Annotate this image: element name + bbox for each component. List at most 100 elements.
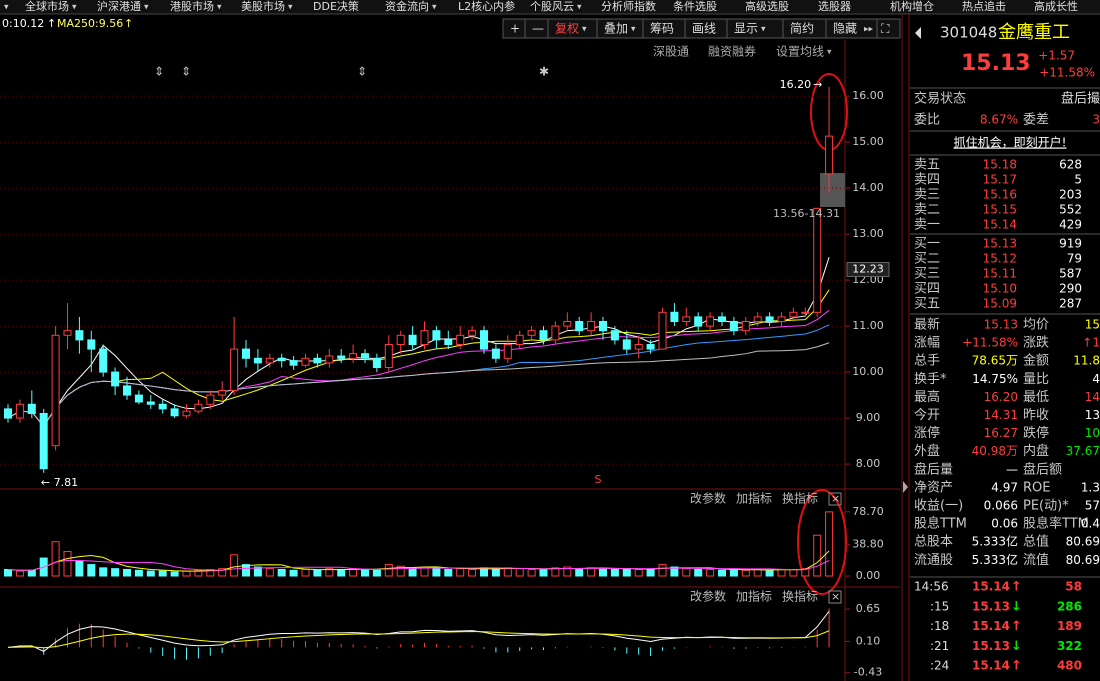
volume-bar: [539, 568, 548, 577]
cursor-price-box: [846, 262, 890, 278]
ma-line: [7, 289, 830, 427]
toolbar-label[interactable]: 简约: [790, 21, 814, 36]
icon: ▾: [288, 3, 293, 13]
menu-item[interactable]: 选股器: [818, 0, 851, 13]
tick-arrow: ↑: [1011, 619, 1022, 634]
indicator-button[interactable]: 加指标: [736, 589, 772, 604]
volume-bar: [622, 568, 631, 577]
volume-bar: [325, 568, 334, 577]
link[interactable]: 深股通: [653, 45, 689, 59]
candle-body: [729, 320, 738, 332]
menu-item[interactable]: 高成长性: [1034, 0, 1078, 13]
marker[interactable]: ⇕: [154, 65, 164, 79]
stat-label: 最低: [1023, 390, 1049, 405]
stat-label: PE(动)*: [1023, 499, 1069, 514]
toolbar-label[interactable]: 隐藏: [833, 22, 857, 36]
stat-label: 涨停: [914, 425, 940, 441]
menu-item[interactable]: 热点追击: [962, 0, 1006, 13]
stat-value: 4.97: [991, 480, 1018, 494]
candle-body: [575, 320, 584, 332]
candle-body: [230, 348, 239, 391]
y-tick-label: -0.43: [854, 666, 882, 679]
close-button[interactable]: [828, 492, 842, 506]
stat-value: 16.27: [984, 426, 1018, 440]
volume-bar: [206, 568, 215, 577]
menu-item[interactable]: 资金流向: [385, 0, 429, 13]
toolbar-label[interactable]: —: [532, 22, 544, 36]
candle-body: [551, 325, 560, 341]
toolbar-label[interactable]: 叠加: [604, 22, 628, 36]
stat-value: 80.69: [1066, 553, 1100, 567]
tick-time: :15: [930, 599, 949, 613]
ma-line: [7, 342, 830, 427]
book-label: 卖三: [914, 188, 940, 203]
indicator-button[interactable]: 改参数: [690, 589, 726, 604]
menu-item[interactable]: 全球市场: [25, 0, 69, 13]
stat-label: 流值: [1023, 552, 1049, 568]
tick-arrow: ↓: [1011, 639, 1022, 654]
menu-item[interactable]: 分析师指数: [601, 0, 656, 13]
link[interactable]: 融资融券: [708, 44, 756, 59]
stat-value: 14.31: [984, 408, 1018, 422]
candle-body: [468, 330, 477, 336]
indicator-button[interactable]: 换指标: [782, 491, 818, 506]
stat-label: 收益(一): [914, 499, 963, 514]
menu-item[interactable]: 条件选股: [673, 0, 717, 13]
volume-bar: [384, 564, 393, 577]
menu-item[interactable]: DDE决策: [313, 0, 359, 13]
icon: ↑: [47, 17, 56, 30]
book-volume: 203: [1059, 188, 1082, 202]
icon: ←: [41, 476, 50, 489]
y-tick-label: 10.00: [852, 365, 884, 378]
close-button[interactable]: [828, 590, 842, 604]
candle-body: [706, 316, 715, 327]
menu-item[interactable]: 港股市场: [170, 0, 214, 13]
stat-label: 今开: [914, 407, 940, 423]
indicator-button[interactable]: 加指标: [736, 491, 772, 506]
indicator-button[interactable]: 改参数: [690, 491, 726, 506]
marker[interactable]: ⇕: [357, 65, 367, 79]
toolbar-button[interactable]: [876, 18, 901, 39]
candle-body: [15, 403, 24, 419]
volume-ma-line: [7, 559, 830, 571]
collapse-arrow[interactable]: [903, 481, 908, 493]
menu-item[interactable]: 美股市场: [241, 0, 285, 13]
candle-body: [146, 401, 155, 405]
toolbar-label[interactable]: +: [510, 22, 520, 36]
menu-item[interactable]: 个股风云: [530, 0, 574, 13]
volume-bar: [27, 569, 36, 577]
toolbar-label[interactable]: 筹码: [650, 22, 674, 36]
tick-volume: 322: [1057, 639, 1082, 653]
tick-volume: 58: [1065, 580, 1082, 594]
stat-label: 内盘: [1023, 443, 1049, 459]
marker[interactable]: ✱: [539, 65, 549, 79]
toolbar-label[interactable]: 显示: [734, 22, 758, 36]
tick-time: :21: [930, 639, 949, 653]
volume-bar: [515, 568, 524, 577]
icon: ↑: [124, 17, 133, 30]
back-arrow[interactable]: [915, 27, 921, 39]
stat-value: 1.3: [1081, 480, 1100, 494]
marker[interactable]: ⇕: [181, 65, 191, 79]
link[interactable]: 设置均线: [776, 45, 824, 59]
toolbar-label[interactable]: 复权: [555, 22, 579, 36]
candle-body: [503, 343, 512, 359]
book-label: 买五: [914, 297, 940, 312]
stat-value: —: [1006, 462, 1018, 476]
menu-item[interactable]: 高级选股: [745, 0, 789, 13]
stat-label: 最新: [914, 317, 940, 333]
toolbar-label[interactable]: 画线: [692, 22, 716, 36]
candle-body: [670, 311, 679, 322]
book-price: 15.11: [983, 267, 1017, 281]
stock-name: 金鹰重工: [998, 22, 1070, 43]
menu-item[interactable]: 机构增仓: [890, 0, 934, 13]
banner[interactable]: 抓住机会，即刻开户!: [954, 135, 1067, 150]
book-price: 15.16: [983, 188, 1017, 202]
menu-item[interactable]: L2核心内参: [458, 0, 515, 13]
candle-body: [682, 316, 691, 322]
icon: ▾: [72, 3, 77, 13]
indicator-button[interactable]: 换指标: [782, 589, 818, 604]
menu-item[interactable]: 沪深港通: [97, 0, 141, 13]
candle-body: [39, 412, 48, 470]
volume-bar: [75, 560, 84, 577]
